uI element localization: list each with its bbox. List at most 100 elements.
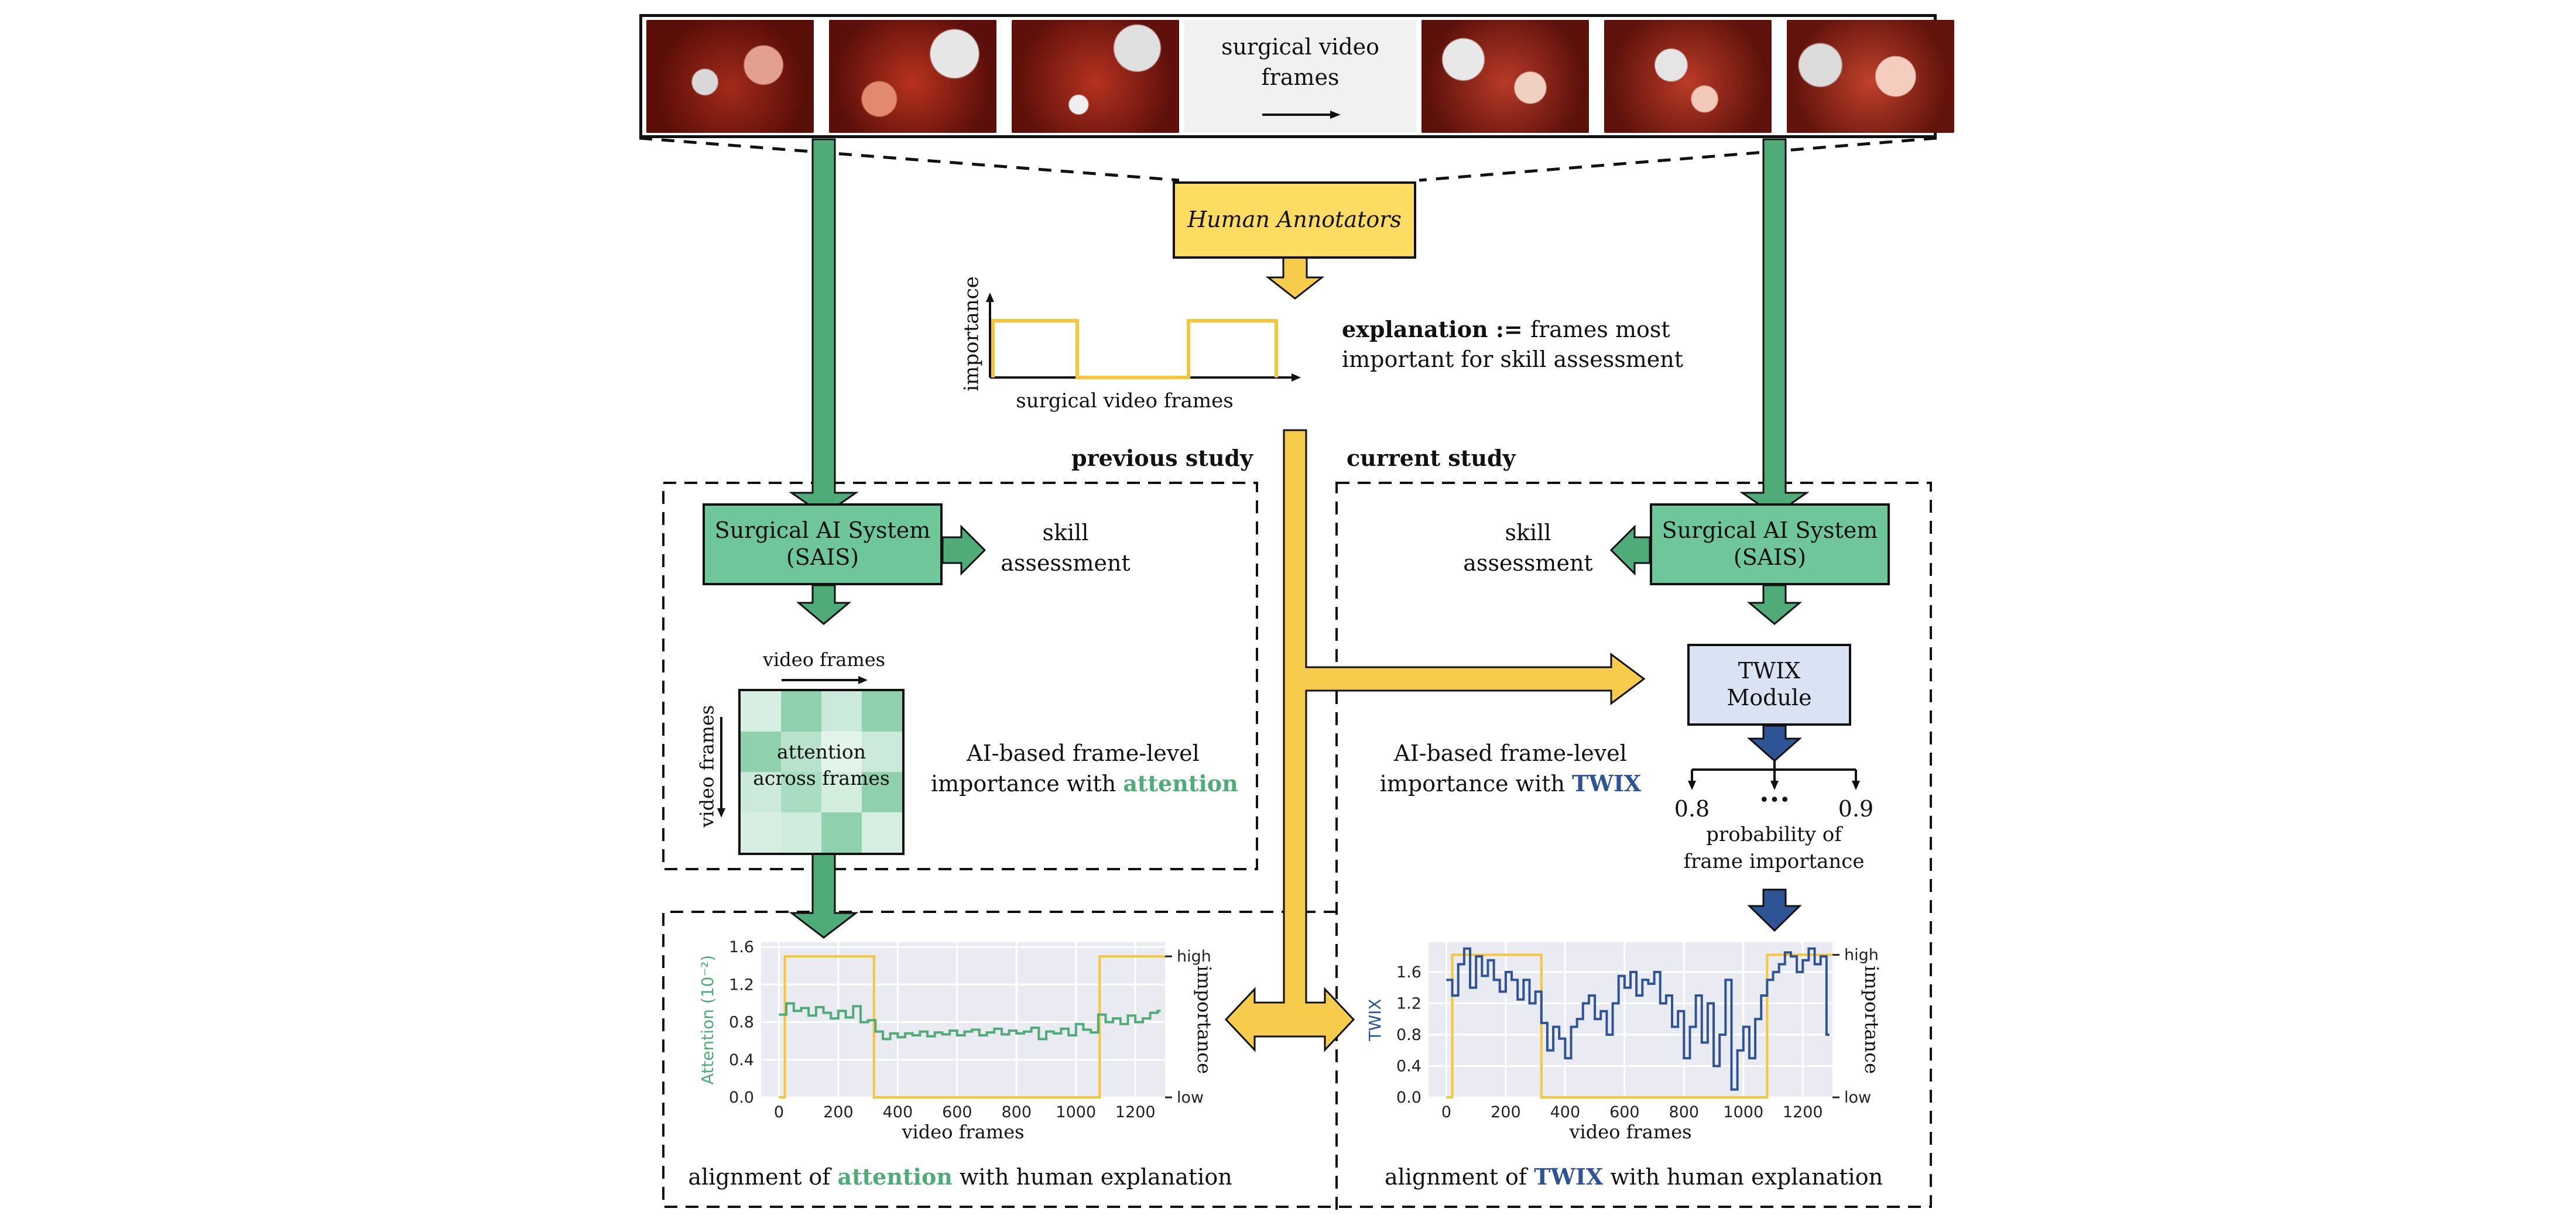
x-tick-label: 400 [883,1103,913,1121]
y2-tick-label: low [1844,1089,1871,1107]
heatmap-cell [821,732,862,772]
twix-module-box: TWIX Module [1687,644,1851,726]
right-sais-line2: (SAIS) [1733,544,1807,570]
green-arrow-right-down [1739,138,1810,516]
left-importance-prefix: importance with [931,771,1123,797]
heatmap-center-line1: attention [777,740,866,763]
left-sais-line1: Surgical AI System [714,517,931,544]
heatmap-center-label: attention across frames [741,739,902,791]
x-tick-label: 600 [1609,1103,1640,1121]
heatmap-top-label: video frames [762,648,886,671]
prob-label-line2: frame importance [1683,850,1865,873]
prob-dots: ••• [1759,790,1790,811]
y-tick-label: 0.0 [1396,1089,1421,1107]
heatmap-cell [781,772,821,812]
yellow-arrow-trunk [1224,429,1646,1052]
explanation-signal [991,319,1278,379]
y-tick-label: 1.6 [729,938,754,956]
bottom-right-caption-prefix: alignment of [1384,1164,1534,1190]
previous-study-panel [662,482,1258,870]
twix-alignment-chart: 0.0 0.4 0.8 1.2 1.6 0 200 400 600 800 1000 1200 high… [1365,942,1883,1143]
x-tick-label: 1200 [1783,1103,1823,1121]
twix-line1: TWIX [1738,658,1801,684]
human-annotators-label: Human Annotators [1187,207,1402,233]
prob-label-line1: probability of [1706,823,1842,846]
heatmap-side-arrow-head [717,808,725,818]
y-tick-label: 0.4 [729,1051,754,1069]
bottom-left-caption-suffix: with human explanation [952,1164,1232,1190]
heatmap-cell [781,812,821,853]
right-importance-keyword: TWIX [1572,770,1642,797]
heatmap-cell [741,732,781,772]
explanation-plot-yaxis-head [986,293,994,302]
attention-heatmap: attention across frames [738,689,905,855]
heatmap-cell [862,812,902,853]
y-axis-label: Attention (10⁻²) [698,955,717,1085]
surgical-frame-4 [1421,20,1589,133]
explanation-op: := [1488,316,1530,342]
x-tick-label: 600 [942,1103,972,1121]
x-tick-label: 800 [1669,1103,1700,1121]
x-tick-label: 1000 [1723,1103,1763,1121]
attention-alignment-chart: 0.0 0.4 0.8 1.2 1.6 0 200 400 600 800 1000 1200 high… [698,938,1215,1143]
prob-high-label: 0.9 [1838,796,1874,822]
previous-study-label: previous study [1071,445,1253,471]
x-tick-label: 200 [1491,1103,1521,1121]
x-axis-label: video frames [1568,1121,1691,1143]
heatmap-cell [741,772,781,812]
y-tick-label: 0.8 [1396,1026,1421,1044]
time-arrow-head [1330,111,1341,119]
left-importance-line1: AI-based frame-level [967,740,1200,766]
explanation-plot-ylabel: importance [960,276,984,392]
green-arrow-left-heatmap [796,584,852,625]
left-importance-keyword: attention [1123,770,1238,797]
bottom-right-caption-suffix: with human explanation [1603,1164,1883,1190]
explanation-plot-xaxis-head [1292,373,1301,382]
prob-tree-mid-head [1770,781,1779,790]
right-importance-prefix: importance with [1379,771,1573,797]
surgical-frame-2 [829,20,996,133]
y2-axis-label: importance [1861,966,1883,1074]
zoom-line-right [1419,136,1937,182]
surgical-frame-5 [1604,20,1772,133]
heatmap-center-line2: across frames [753,766,890,790]
yellow-arrow-annotators [1265,256,1325,300]
heatmap-cell [862,772,902,812]
y-axis-label: TWIX [1365,998,1385,1041]
left-sais-box: Surgical AI System (SAIS) [703,503,943,585]
heatmap-cell [821,772,862,812]
twix-line2: Module [1727,685,1812,711]
right-skill-line2: assessment [1463,550,1593,576]
green-arrow-left-plot [789,847,859,939]
surgical-frame-1 [646,20,814,133]
y-tick-label: 1.2 [1396,994,1421,1013]
heatmap-cell [821,812,862,853]
y-tick-label: 0.0 [729,1089,754,1107]
left-skill-line1: skill [1042,520,1089,545]
current-study-panel [1335,482,1932,1215]
prob-tree-left-head [1688,781,1696,790]
explanation-plot-xlabel: surgical video frames [1016,389,1234,413]
green-arrow-left-skill [941,524,986,576]
x-tick-label: 800 [1002,1103,1032,1121]
heatmap-cell [821,691,862,732]
model-signal-line [779,1002,1161,1041]
heatmap-cell [862,732,902,772]
green-arrow-right-twix [1746,584,1803,625]
left-skill-line2: assessment [1001,550,1131,576]
surgical-frame-3 [1012,20,1179,133]
bottom-left-caption-prefix: alignment of [688,1164,838,1190]
heatmap-cell [862,691,902,732]
blue-arrow-probs-plot [1747,888,1802,932]
explanation-text-line1: explanation := frames most [1342,316,1670,344]
y-tick-label: 0.4 [1396,1057,1421,1075]
human-importance-line [779,955,1165,1099]
human-importance-line [1446,953,1832,1099]
prob-low-label: 0.8 [1674,796,1710,822]
x-tick-label: 400 [1550,1103,1581,1121]
explanation-text-line2: important for skill assessment [1342,346,1683,372]
bottom-right-caption: alignment of TWIX with human explanation [1337,1163,1931,1191]
left-importance-line2: importance with attention [931,770,1238,798]
left-sais-line2: (SAIS) [786,544,859,570]
